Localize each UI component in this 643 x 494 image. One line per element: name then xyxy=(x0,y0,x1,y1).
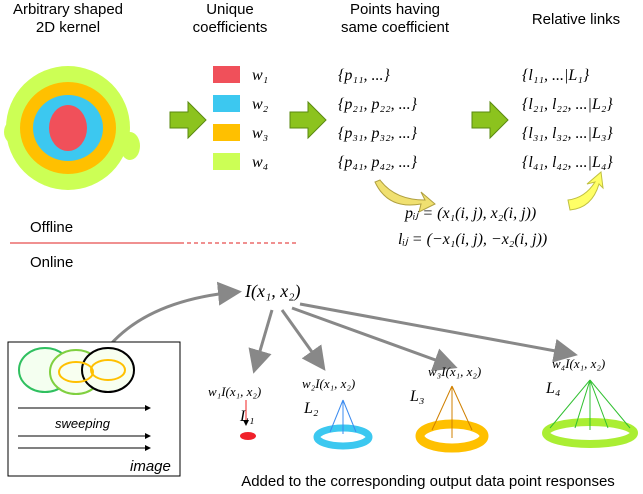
link-label: L₂ xyxy=(303,400,319,417)
caption: Added to the corresponding output data p… xyxy=(241,473,615,490)
points-title: Points having xyxy=(350,1,440,18)
point-set: {p₂₁, p₂₂, ...} xyxy=(338,96,418,113)
response-label: w₄I(x₁, x₂) xyxy=(552,356,605,371)
link-set: {l₃₁, l₃₂, ...|L₃} xyxy=(522,125,613,142)
coefficient-swatch xyxy=(213,95,240,112)
coefficients-title: coefficients xyxy=(193,19,268,36)
coefficient-label: w₂ xyxy=(252,96,269,113)
response-label: w₃I(x₁, x₂) xyxy=(428,364,481,379)
link-label: L₁ xyxy=(239,408,254,425)
coefficient-swatch xyxy=(213,124,240,141)
kernel-title: 2D kernel xyxy=(36,19,100,36)
coefficient-swatch xyxy=(213,66,240,83)
online-label: Online xyxy=(30,254,73,271)
formula: pᵢⱼ = (x₁(i, j), x₂(i, j)) xyxy=(404,205,536,222)
sweep-circles xyxy=(19,348,134,394)
points-title: same coefficient xyxy=(341,19,450,36)
sweeping-label: sweeping xyxy=(55,416,111,431)
coefficients-title: Unique xyxy=(206,1,254,18)
link-set: {l₁₁, ...|L₁} xyxy=(522,67,590,84)
coefficient-label: w₄ xyxy=(252,154,268,171)
response-shapes xyxy=(240,380,634,448)
point-set: {p₁₁, ...} xyxy=(338,67,391,84)
coefficient-label: w₃ xyxy=(252,125,268,142)
intensity: I(x₁, x₂) xyxy=(244,281,300,302)
diagram: Arbitrary shaped 2D kernel Unique coeffi… xyxy=(0,0,643,494)
link-label: L₄ xyxy=(545,380,560,397)
image-label: image xyxy=(130,458,171,475)
curved-arrow xyxy=(568,172,603,210)
coefficient-label: w₁ xyxy=(252,67,268,84)
formula: lᵢⱼ = (−x₁(i, j), −x₂(i, j)) xyxy=(398,231,547,248)
link-label: L₃ xyxy=(409,388,424,405)
kernel xyxy=(4,66,140,190)
response-label: w₁I(x₁, x₂) xyxy=(208,384,261,399)
point-set: {p₃₁, p₃₂, ...} xyxy=(338,125,418,142)
kernel-title: Arbitrary shaped xyxy=(13,1,123,18)
links-title: Relative links xyxy=(532,11,620,28)
link-set: {l₂₁, l₂₂, ...|L₂} xyxy=(522,96,613,113)
response-label: w₂I(x₁, x₂) xyxy=(302,376,355,391)
point-set: {p₄₁, p₄₂, ...} xyxy=(338,154,418,171)
offline-label: Offline xyxy=(30,219,73,236)
coefficient-swatch xyxy=(213,153,240,170)
link-set: {l₄₁, l₄₂, ...|L₄} xyxy=(522,154,613,171)
